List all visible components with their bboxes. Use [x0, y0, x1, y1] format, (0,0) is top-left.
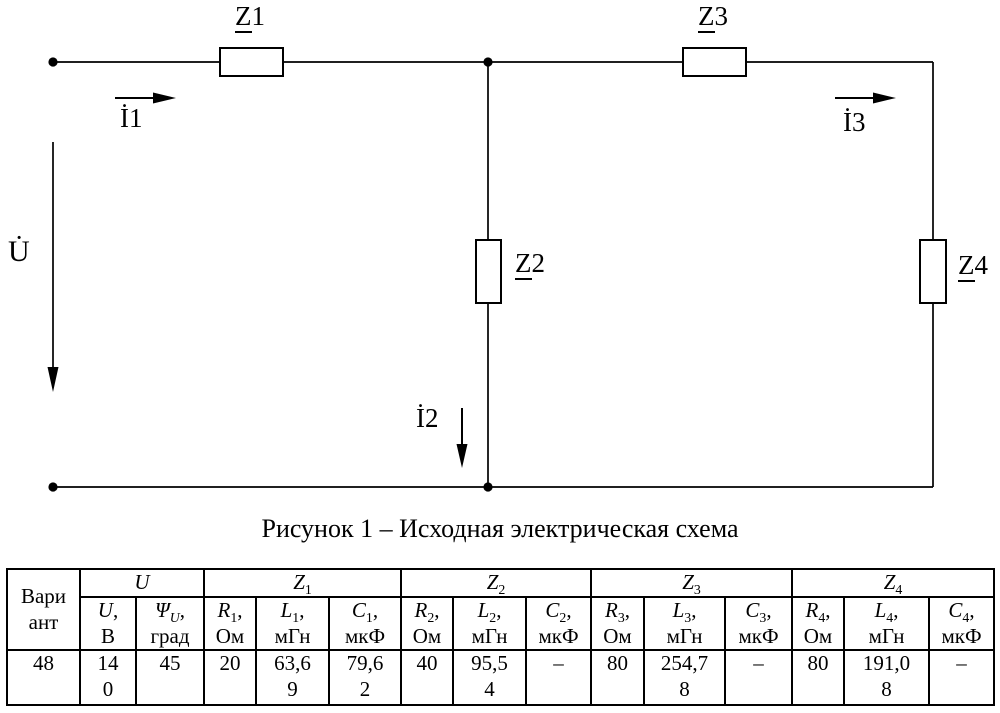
current-label-i3: İ3: [843, 107, 866, 137]
col-header-psi: ΨU, град: [135, 595, 205, 652]
col-header-c2: C2, мкФ: [525, 595, 592, 652]
value-l2: 95,5 4: [452, 649, 527, 707]
col-header-c3: C3, мкФ: [724, 595, 793, 652]
group-header-z3: Z3: [590, 567, 793, 598]
z2-box: [475, 239, 502, 304]
value-r1: 20: [203, 649, 257, 707]
value-c2: –: [525, 649, 592, 707]
voltage-arrow-u: [47, 142, 59, 392]
variant-header-cell: Вари ант: [6, 567, 81, 652]
group-header-u: U: [79, 567, 205, 598]
z4-box: [919, 239, 947, 304]
node-top-left: [48, 57, 58, 67]
col-header-r2: R2, Ом: [400, 595, 454, 652]
col-header-c1: C1, мкФ: [328, 595, 402, 652]
figure-caption: Рисунок 1 – Исходная электрическая схема: [261, 514, 739, 543]
group-header-z1: Z1: [203, 567, 402, 598]
table-data-row: 48 14 0 45 20 63,6 9 79,6 2 40 95,5 4 – …: [6, 649, 995, 707]
parameters-table: Вари ант U Z1 Z2 Z3 Z4 U, В ΨU, град R1, Ом…: [6, 567, 995, 707]
value-c3: –: [724, 649, 793, 707]
node-top-middle: [483, 57, 493, 67]
col-header-l4: L4, мГн: [843, 595, 930, 652]
col-header-c4: C4, мкФ: [928, 595, 995, 652]
col-header-u: U, В: [79, 595, 137, 652]
impedance-label-z3: Z3: [698, 1, 728, 33]
current-label-i1: İ1: [120, 103, 143, 133]
value-l1: 63,6 9: [255, 649, 330, 707]
value-psi: 45: [135, 649, 205, 707]
current-label-i2: İ2: [416, 403, 439, 433]
col-header-l2: L2, мГн: [452, 595, 527, 652]
col-header-r4: R4, Ом: [791, 595, 845, 652]
col-header-r1: R1, Ом: [203, 595, 257, 652]
value-u: 14 0: [79, 649, 137, 707]
table-subheader-row: U, В ΨU, град R1, Ом L1, мГн C1, мкФ R2, Ом L2…: [7, 595, 995, 652]
value-r3: 80: [590, 649, 645, 707]
group-header-z4: Z4: [791, 567, 995, 598]
node-dots: [48, 57, 493, 492]
circuit-figure: Z1 Z3 Z2 Z4 İ1 İ3 İ2 U̇: [8, 1, 988, 492]
voltage-label: U̇: [8, 235, 30, 268]
current-arrow-i3: [835, 92, 896, 104]
wires: [53, 61, 934, 488]
node-bottom-middle: [483, 482, 493, 492]
value-c1: 79,6 2: [328, 649, 402, 707]
table-group-header-row: Вари ант U Z1 Z2 Z3 Z4: [6, 567, 995, 652]
value-l4: 191,0 8: [843, 649, 930, 707]
impedance-boxes: [219, 47, 947, 304]
value-l3: 254,7 8: [643, 649, 726, 707]
col-header-l1: L1, мГн: [255, 595, 330, 652]
group-header-z2: Z2: [400, 567, 592, 598]
impedance-label-z4: Z4: [958, 250, 988, 282]
current-arrow-i1: [115, 92, 176, 104]
col-header-l3: L3, мГн: [643, 595, 726, 652]
z1-box: [219, 47, 284, 77]
current-arrow-i2: [456, 408, 468, 468]
value-c4: –: [928, 649, 995, 707]
value-r4: 80: [791, 649, 845, 707]
node-bottom-left: [48, 482, 58, 492]
value-r2: 40: [400, 649, 454, 707]
impedance-label-z1: Z1: [235, 1, 265, 33]
circuit-diagram: [47, 47, 947, 492]
variant-value-cell: 48: [6, 649, 81, 707]
impedance-label-z2: Z2: [515, 248, 545, 280]
col-header-r3: R3, Ом: [590, 595, 645, 652]
z3-box: [682, 47, 747, 77]
